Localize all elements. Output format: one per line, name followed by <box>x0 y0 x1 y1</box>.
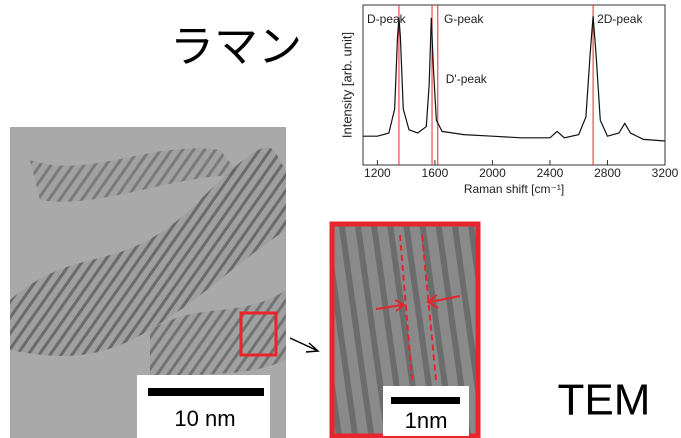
page: ラマン 10 nm 1nm TEM Raman shift [cm⁻¹] Int… <box>0 0 681 438</box>
scale-bar <box>148 388 264 396</box>
scale-label: 10 nm <box>174 406 235 431</box>
raman-label: ラマン <box>170 23 302 72</box>
scale-label: 1nm <box>405 408 448 433</box>
peak-label: D-peak <box>367 12 407 26</box>
plot-frame <box>363 5 665 165</box>
tem-label: TEM <box>558 376 651 425</box>
x-axis-label: Raman shift [cm⁻¹] <box>464 182 564 196</box>
x-tick-label: 1200 <box>364 166 391 180</box>
figure: ラマン 10 nm 1nm TEM Raman shift [cm⁻¹] Int… <box>0 0 681 438</box>
x-tick-label: 2800 <box>594 166 621 180</box>
y-axis-label: Intensity [arb. unit] <box>339 32 354 138</box>
x-tick-label: 1600 <box>422 166 449 180</box>
peak-label: D'-peak <box>446 72 488 86</box>
spectrum-line <box>363 16 665 141</box>
x-tick-label: 2000 <box>479 166 506 180</box>
peak-label: 2D-peak <box>597 12 643 26</box>
arrow <box>290 338 316 350</box>
scale-bar <box>391 397 460 404</box>
x-tick-label: 2400 <box>537 166 564 180</box>
x-tick-label: 3200 <box>652 166 679 180</box>
peak-label: G-peak <box>444 12 484 26</box>
